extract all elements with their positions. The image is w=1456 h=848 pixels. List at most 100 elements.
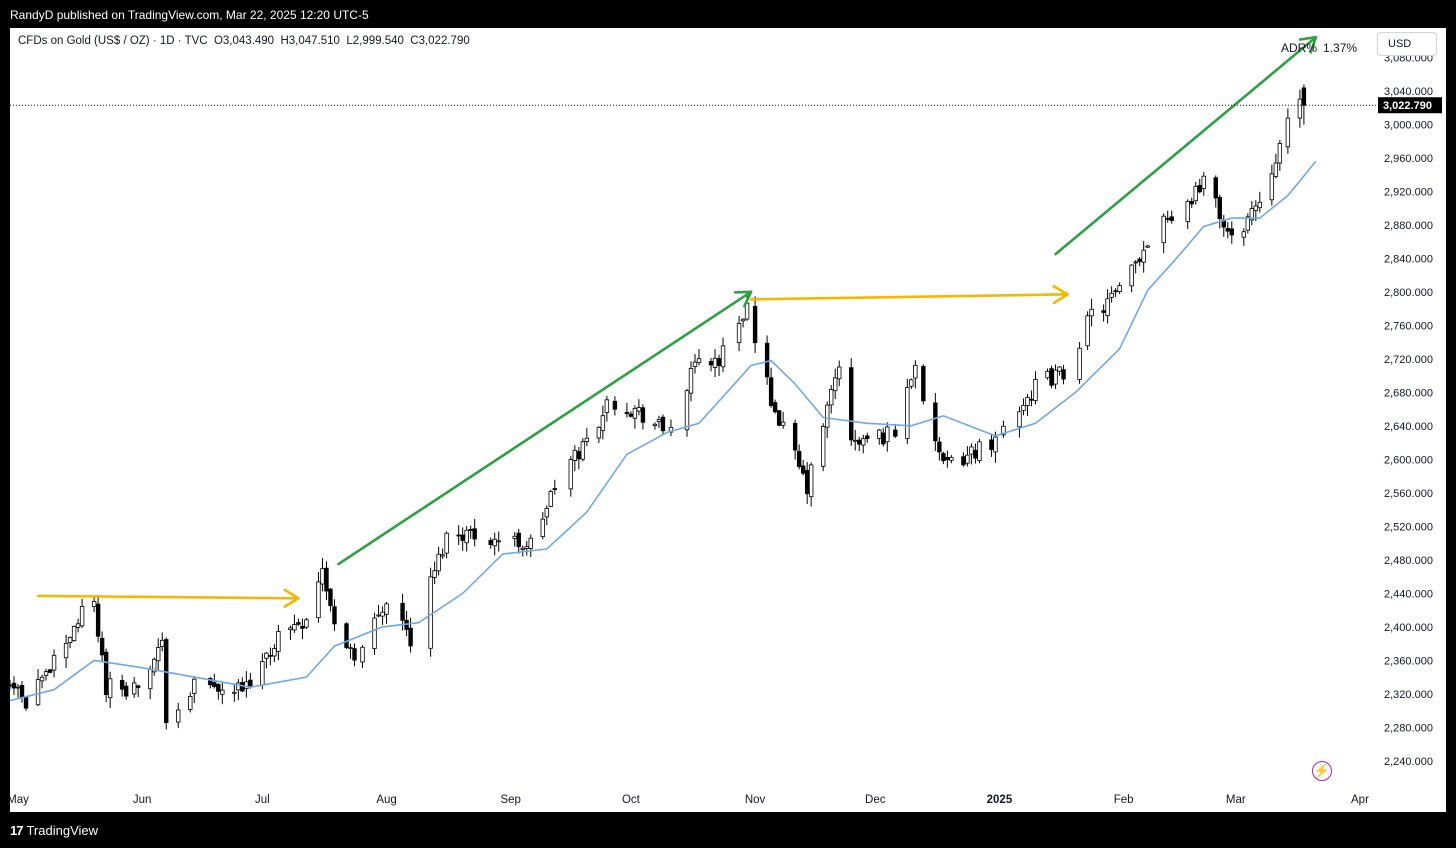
- candle-body-up: [292, 624, 297, 631]
- candle-body-down: [989, 439, 994, 450]
- candle-body-up: [540, 518, 545, 537]
- candle-body-down: [123, 685, 129, 697]
- candle-body-up: [524, 546, 529, 549]
- lightning-icon[interactable]: ⚡: [1312, 761, 1332, 781]
- candle-body-down: [352, 648, 357, 661]
- price-tick-label: 2,400.000: [1384, 622, 1433, 634]
- candle-body-down: [1169, 216, 1174, 221]
- candle-body-up: [544, 508, 549, 518]
- candle-body-up: [656, 418, 662, 422]
- candle-body-up: [1077, 347, 1082, 380]
- candle-body-up: [1249, 208, 1255, 221]
- candle-body-down: [881, 432, 886, 445]
- candle-body-up: [360, 646, 365, 663]
- candle-body-down: [660, 416, 666, 432]
- tradingview-logo[interactable]: 17 TradingView: [10, 823, 98, 838]
- price-tick-label: 2,480.000: [1384, 555, 1433, 567]
- candle-body-up: [548, 491, 553, 507]
- candle-body-down: [408, 627, 413, 647]
- candle-body-up: [428, 576, 433, 649]
- candle-body-up: [636, 407, 642, 412]
- candle-body-down: [1137, 258, 1142, 262]
- candle-body-up: [1257, 201, 1263, 209]
- candle-body-up: [1089, 308, 1094, 317]
- candle-body-up: [652, 423, 658, 427]
- candle-body-up: [740, 318, 746, 322]
- candle-body-down: [792, 422, 798, 451]
- candle-body-down: [332, 606, 337, 625]
- price-tick-label: 2,320.000: [1384, 689, 1433, 701]
- candle-body-up: [877, 429, 882, 439]
- price-tick-label: 2,360.000: [1384, 655, 1433, 667]
- trend-arrow-line: [749, 293, 1069, 301]
- candle-body-up: [160, 639, 165, 648]
- currency-button[interactable]: USD: [1377, 32, 1437, 56]
- candle-body-down: [456, 534, 461, 537]
- price-tick-label: 2,640.000: [1384, 421, 1433, 433]
- price-tick-label: 2,920.000: [1384, 186, 1433, 198]
- candle-body-down: [1189, 201, 1194, 205]
- candle-body-up: [244, 681, 249, 690]
- candle-body-up: [1105, 298, 1110, 317]
- candle-body-down: [937, 441, 942, 453]
- candle-body-up: [572, 449, 578, 461]
- candle-body-up: [35, 679, 41, 706]
- candle-body-up: [348, 647, 353, 650]
- candle-body-up: [909, 379, 914, 387]
- candle-body-down: [945, 457, 950, 461]
- time-tick-label: Apr: [1351, 794, 1369, 806]
- candle-body-up: [380, 611, 385, 617]
- tradingview-brand: TradingView: [26, 823, 99, 838]
- candle-body-down: [1225, 228, 1230, 232]
- candle-body-up: [260, 661, 265, 686]
- candle-body-down: [103, 651, 109, 695]
- candle-body-up: [79, 606, 85, 627]
- price-tick-label: 2,520.000: [1384, 521, 1433, 533]
- candle-body-up: [1045, 371, 1050, 379]
- candle-body-up: [1033, 379, 1038, 401]
- candle-body-up: [288, 627, 293, 631]
- candle-body-up: [188, 696, 193, 710]
- candlestick-chart[interactable]: 2,240.000 2,280.000 2,320.000 2,360.000 2,40…: [10, 28, 1446, 812]
- candle-body-up: [1117, 285, 1122, 292]
- chart-panel[interactable]: 2,240.000 2,280.000 2,320.000 2,360.000 2,40…: [10, 28, 1446, 812]
- candle-body-up: [276, 631, 281, 652]
- candle-body-up: [264, 652, 269, 659]
- candle-body-down: [768, 377, 774, 406]
- candle-body-up: [736, 323, 742, 344]
- time-tick-label: May: [10, 794, 29, 806]
- candle-body-up: [913, 364, 918, 379]
- candle-body-down: [1101, 310, 1106, 313]
- candle-body-up: [528, 537, 533, 549]
- candle-body-up: [1145, 245, 1150, 248]
- candle-body-down: [973, 449, 978, 459]
- time-tick-label: Feb: [1114, 794, 1134, 806]
- adr-indicator: ADR% 1.37%: [1281, 41, 1357, 55]
- candle-body-up: [949, 456, 954, 461]
- candle-body-down: [804, 469, 810, 495]
- adr-value: 1.37%: [1323, 41, 1358, 55]
- candle-body-down: [328, 588, 333, 607]
- candle-body-up: [905, 387, 910, 439]
- ohlc-close: C3,022.790: [410, 35, 470, 47]
- candle-body-down: [248, 679, 253, 688]
- candle-body-up: [965, 454, 970, 464]
- candle-body-up: [520, 547, 525, 550]
- candle-body-down: [941, 453, 946, 462]
- price-tick-label: 2,240.000: [1384, 756, 1433, 768]
- time-tick-label: Jun: [133, 794, 152, 806]
- candle-body-down: [1229, 228, 1234, 236]
- candle-body-up: [316, 581, 321, 619]
- price-tick-label: 2,440.000: [1384, 588, 1433, 600]
- candle-body-down: [468, 528, 473, 531]
- candle-body-up: [384, 603, 389, 615]
- candle-body-up: [824, 404, 830, 428]
- candle-body-down: [324, 567, 329, 592]
- candle-body-up: [1109, 292, 1114, 298]
- candle-body-up: [833, 377, 838, 392]
- candle-body-down: [212, 682, 217, 688]
- candle-body-up: [220, 689, 225, 695]
- candle-body-up: [1085, 315, 1090, 347]
- candle-body-up: [712, 357, 718, 368]
- candle-body-up: [440, 554, 445, 557]
